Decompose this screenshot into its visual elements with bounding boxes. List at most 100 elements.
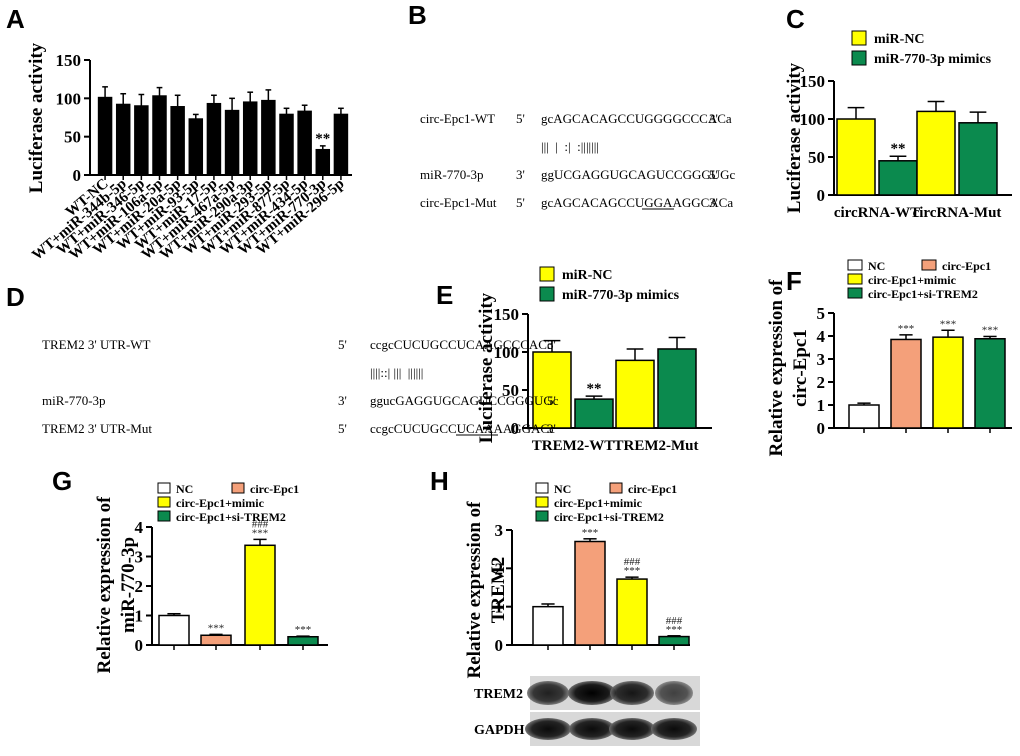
blot-band <box>651 718 697 740</box>
y-axis-title: miR-770-3p <box>118 537 139 633</box>
sequence-end: 3' <box>338 393 347 408</box>
y-tick-label: 0 <box>73 166 82 185</box>
panel-label-b: B <box>408 0 427 30</box>
panel-label-d: D <box>6 282 25 312</box>
significance-label: ** <box>891 141 906 157</box>
bar <box>836 118 876 196</box>
y-tick-label: 3 <box>817 350 826 369</box>
legend-label: circ-Epc1+mimic <box>868 273 957 287</box>
legend-swatch <box>535 496 549 508</box>
y-tick-label: 0 <box>817 186 826 205</box>
legend-swatch <box>157 482 171 494</box>
bar <box>333 113 349 176</box>
bar <box>532 605 564 646</box>
y-tick-label: 2 <box>135 577 144 596</box>
y-tick-label: 50 <box>64 128 81 147</box>
y-tick-label: 50 <box>502 381 519 400</box>
significance-label: ### <box>666 615 683 627</box>
legend-label: circ-Epc1+mimic <box>176 496 265 510</box>
western-blot: TREM2 GAPDH <box>474 676 700 746</box>
sequence: gcAGCACAGCCUGGAAGGCACa <box>541 195 733 210</box>
y-axis-title: circ-Epc1 <box>790 329 811 407</box>
y-tick-label: 150 <box>56 51 82 70</box>
significance-label: *** <box>295 624 312 636</box>
y-axis-title: Luciferase activity <box>26 42 47 193</box>
blot-band <box>525 718 571 740</box>
bar <box>261 99 276 176</box>
significance-label: ** <box>587 381 602 397</box>
blot-label: GAPDH <box>474 723 525 738</box>
y-tick-label: 0 <box>817 419 826 438</box>
legend-swatch <box>847 287 863 299</box>
bar <box>297 110 312 176</box>
sequence: ggUCGAGGUGCAGUCCGGGUGc <box>541 167 736 182</box>
blot-band <box>527 681 569 705</box>
significance-label: ** <box>315 131 330 147</box>
legend-label: circ-Epc1+si-TREM2 <box>868 287 978 301</box>
y-tick-label: 4 <box>817 327 826 346</box>
significance-label: ### <box>252 518 269 530</box>
y-tick-label: 0 <box>495 636 504 655</box>
sequence-end: 3' <box>709 111 718 126</box>
y-axis-title: Luciferase activity <box>476 292 497 443</box>
significance-label: *** <box>582 527 599 539</box>
bar <box>115 103 131 176</box>
sequence-end: 5' <box>338 421 347 436</box>
chart-g: 0 1 2 3 4 Relative expression of miR-770-3p ***… <box>94 482 328 673</box>
base-pair-lines: ||||::| ||| |||||| <box>370 365 423 380</box>
bar <box>206 102 222 176</box>
bar <box>574 540 606 646</box>
significance-label: *** <box>624 565 641 577</box>
sequence-label: circ-Epc1-Mut <box>420 195 497 210</box>
bar <box>242 101 258 176</box>
blot-band <box>568 681 616 705</box>
significance-label: ### <box>624 556 641 568</box>
sequence-panel-d: TREM2 3' UTR-WT 5' ccgcCUCUGCCUCAAGCCCACc3… <box>42 337 559 436</box>
bar <box>657 348 697 429</box>
blot-band <box>655 681 693 705</box>
legend-label: circ-Epc1 <box>942 259 991 273</box>
bar <box>658 635 690 646</box>
sequence-panel-b: circ-Epc1-WT 5' gcAGCACAGCCUGGGGCCCACa3'||… <box>420 111 736 210</box>
legend-swatch <box>539 266 555 282</box>
sequence-end: 5' <box>516 111 525 126</box>
bar <box>878 160 918 196</box>
y-tick-label: 1 <box>495 598 504 617</box>
bar <box>287 635 319 646</box>
y-tick-label: 1 <box>817 396 826 415</box>
bar <box>200 634 232 646</box>
bar <box>916 110 956 196</box>
legend-label: NC <box>554 482 571 496</box>
sequence-label: TREM2 3' UTR-Mut <box>42 421 152 436</box>
y-tick-label: 150 <box>800 72 826 91</box>
significance-label: *** <box>940 318 957 330</box>
sequence-end: 3' <box>547 337 556 352</box>
legend-swatch <box>535 510 549 522</box>
sequence: ccgcCUCUGCCUCAAGCCCACc <box>370 337 553 352</box>
y-tick-label: 3 <box>495 521 504 540</box>
legend-label: circ-Epc1+si-TREM2 <box>176 510 286 524</box>
bar <box>158 614 190 646</box>
legend-swatch <box>847 259 863 271</box>
sequence-label: TREM2 3' UTR-WT <box>42 337 151 352</box>
y-tick-label: 1 <box>135 607 144 626</box>
bar <box>244 544 276 646</box>
y-tick-label: 150 <box>494 305 520 324</box>
legend-label: miR-NC <box>874 32 925 47</box>
panel-label-e: E <box>436 280 453 310</box>
bar <box>616 578 648 646</box>
legend-swatch <box>851 30 867 46</box>
bar <box>170 106 185 176</box>
y-tick-label: 4 <box>135 518 144 537</box>
bar <box>134 105 149 176</box>
x-tick-label: circRNA-WT <box>834 205 920 221</box>
legend-label: miR-770-3p mimics <box>874 52 992 67</box>
legend-swatch <box>921 259 937 271</box>
sequence: gcAGCACAGCCUGGGGCCCACa <box>541 111 732 126</box>
bar <box>279 113 294 176</box>
